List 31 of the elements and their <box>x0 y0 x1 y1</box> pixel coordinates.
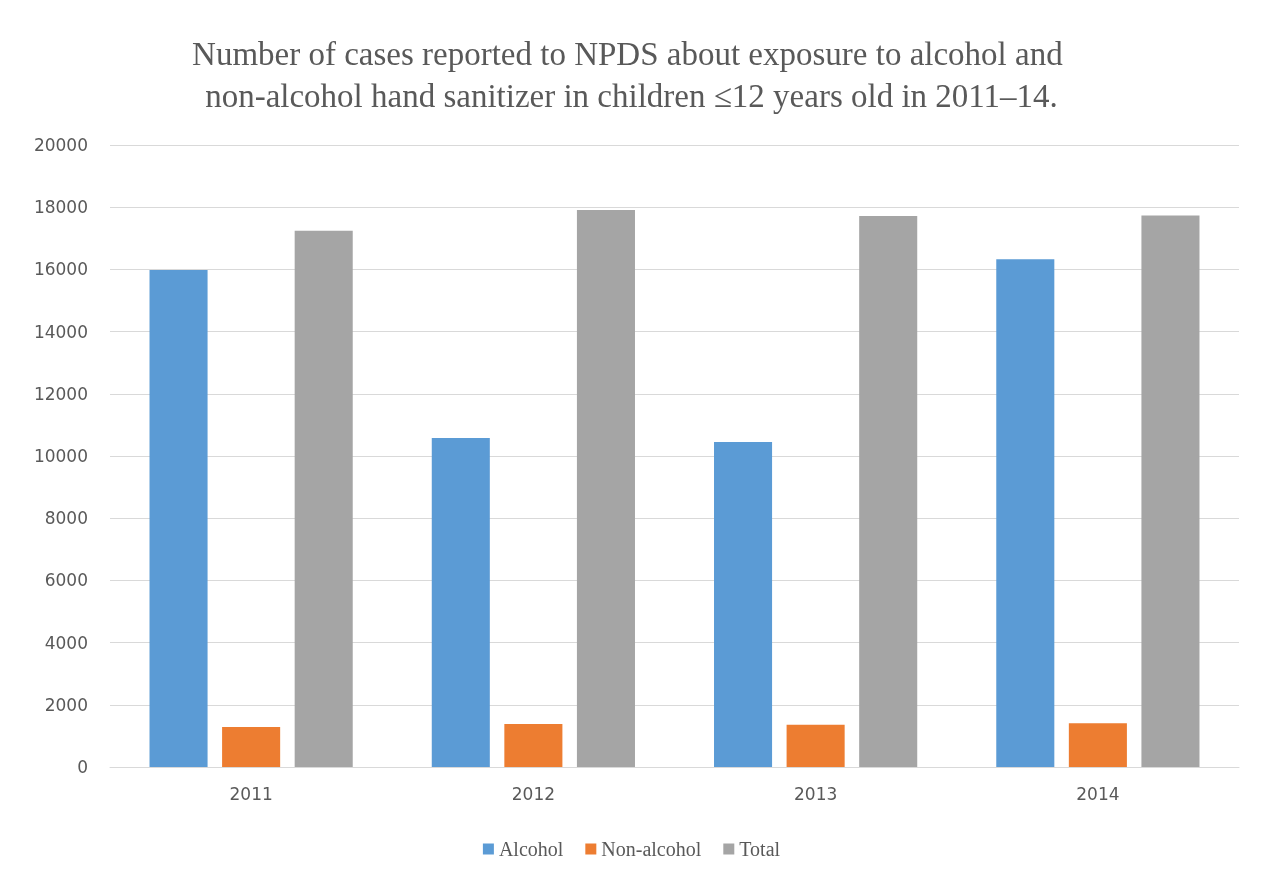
bar <box>1068 723 1127 767</box>
y-tick-label: 0 <box>77 757 88 777</box>
bar <box>431 437 490 767</box>
bar <box>859 215 918 767</box>
chart-title: Number of cases reported to NPDS about exposure to alcohol and non-alcohol hand sanitizer in children ≤12 years old in 2011–14. <box>192 36 1071 114</box>
y-tick-label: 4000 <box>44 632 88 653</box>
x-tick-label: 2012 <box>511 783 556 804</box>
x-tick-label: 2011 <box>229 783 273 804</box>
bar <box>576 210 635 767</box>
y-tick-label: 14000 <box>33 321 88 342</box>
y-tick-label: 18000 <box>33 197 88 218</box>
legend-label: Alcohol <box>498 838 564 860</box>
y-tick-label: 2000 <box>44 694 88 715</box>
x-tick-label: 2013 <box>793 783 838 804</box>
y-tick-label: 20000 <box>33 135 88 155</box>
bar <box>714 442 773 767</box>
legend-label: Total <box>739 838 781 860</box>
bar <box>149 270 208 767</box>
bar <box>504 724 563 767</box>
bar <box>996 259 1055 767</box>
y-tick-label: 16000 <box>33 259 88 280</box>
y-tick-label: 8000 <box>44 508 88 529</box>
y-tick-label: 10000 <box>33 446 88 466</box>
x-tick-label: 2014 <box>1076 783 1120 804</box>
bar <box>294 230 353 767</box>
legend-label: Non-alcohol <box>601 838 702 860</box>
y-tick-label: 6000 <box>44 570 88 591</box>
bar <box>786 724 845 767</box>
y-tick-label: 12000 <box>33 383 88 404</box>
bar <box>1141 215 1200 767</box>
bar <box>222 726 281 767</box>
